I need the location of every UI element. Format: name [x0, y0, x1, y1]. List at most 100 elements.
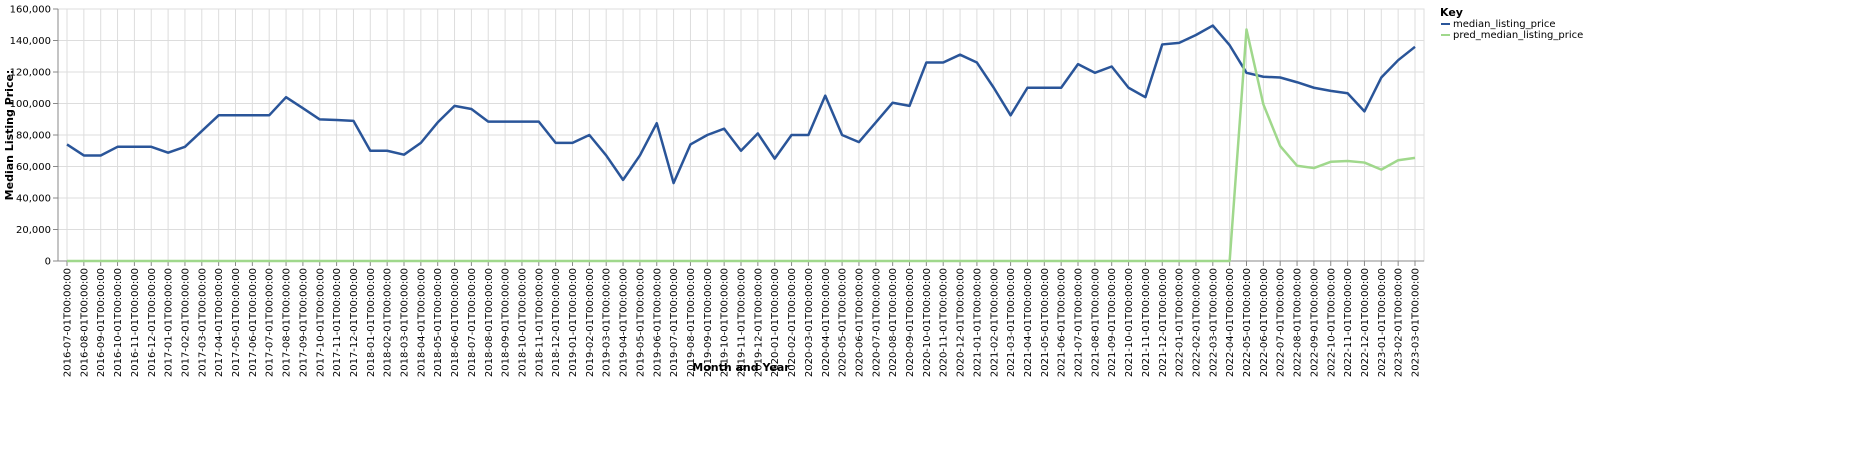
x-tick-label: 2022-06-01T00:00:00 [1259, 268, 1270, 377]
x-tick-label: 2019-05-01T00:00:00 [635, 268, 646, 377]
x-tick-label: 2016-12-01T00:00:00 [147, 268, 158, 377]
y-tick-label: 140,000 [10, 36, 51, 47]
x-tick-label: 2018-04-01T00:00:00 [416, 268, 427, 377]
x-tick-label: 2016-07-01T00:00:00 [63, 268, 74, 377]
legend-label-pred-median-listing-price: pred_median_listing_price [1453, 30, 1583, 41]
y-tick-label: 120,000 [10, 68, 51, 79]
x-tick-label: 2019-01-01T00:00:00 [568, 268, 579, 377]
x-tick-label: 2022-11-01T00:00:00 [1343, 268, 1354, 377]
x-tick-label: 2021-07-01T00:00:00 [1074, 268, 1085, 377]
x-tick-label: 2022-09-01T00:00:00 [1309, 268, 1320, 377]
x-tick-label: 2018-08-01T00:00:00 [484, 268, 495, 377]
x-tick-label: 2020-03-01T00:00:00 [804, 268, 815, 377]
x-axis-title: Month and Year [692, 361, 790, 374]
x-tick-label: 2017-11-01T00:00:00 [332, 268, 343, 377]
x-tick-label: 2017-12-01T00:00:00 [349, 268, 360, 377]
x-tick-label: 2019-11-01T00:00:00 [737, 268, 748, 377]
x-axis: 2016-07-01T00:00:00 2016-08-01T00:00:00 20… [58, 260, 1424, 377]
x-tick-label: 2022-02-01T00:00:00 [1191, 268, 1202, 377]
x-tick-label: 2017-08-01T00:00:00 [282, 268, 293, 377]
x-tick-label: 2018-10-01T00:00:00 [517, 268, 528, 377]
x-tick-label: 2018-02-01T00:00:00 [383, 268, 394, 377]
x-tick-label: 2020-04-01T00:00:00 [821, 268, 832, 377]
x-tick-label: 2017-01-01T00:00:00 [164, 268, 175, 377]
x-tick-label: 2021-09-01T00:00:00 [1107, 268, 1118, 377]
x-tick-label: 2017-06-01T00:00:00 [248, 268, 259, 377]
x-tick-label: 2021-05-01T00:00:00 [1040, 268, 1051, 377]
x-tick-label: 2020-06-01T00:00:00 [854, 268, 865, 377]
y-tick-label: 60,000 [16, 162, 51, 173]
x-tick-label: 2021-08-01T00:00:00 [1090, 268, 1101, 377]
x-tick-label: 2019-09-01T00:00:00 [703, 268, 714, 377]
x-tick-label: 2019-08-01T00:00:00 [686, 268, 697, 377]
x-grid [66, 9, 1416, 261]
x-tick-label: 2018-09-01T00:00:00 [501, 268, 512, 377]
x-tick-label: 2018-05-01T00:00:00 [433, 268, 444, 377]
x-tick-label: 2017-10-01T00:00:00 [315, 268, 326, 377]
x-tick-label: 2017-02-01T00:00:00 [180, 268, 191, 377]
x-tick-label: 2017-07-01T00:00:00 [265, 268, 276, 377]
x-tick-label: 2022-03-01T00:00:00 [1208, 268, 1219, 377]
x-tick-label: 2020-01-01T00:00:00 [770, 268, 781, 377]
x-tick-label: 2023-02-01T00:00:00 [1394, 268, 1405, 377]
x-tick-label: 2017-05-01T00:00:00 [231, 268, 242, 377]
x-tick-label: 2017-09-01T00:00:00 [298, 268, 309, 377]
x-tick-label: 2021-10-01T00:00:00 [1124, 268, 1135, 377]
x-tick-label: 2019-04-01T00:00:00 [619, 268, 630, 377]
x-tick-label: 2020-07-01T00:00:00 [871, 268, 882, 377]
series-lines [66, 24, 1416, 263]
x-tick-label: 2020-09-01T00:00:00 [905, 268, 916, 377]
x-tick-label: 2022-04-01T00:00:00 [1225, 268, 1236, 377]
x-tick-label: 2019-06-01T00:00:00 [652, 268, 663, 377]
x-tick-label: 2019-10-01T00:00:00 [720, 268, 731, 377]
x-tick-label: 2020-05-01T00:00:00 [838, 268, 849, 377]
x-tick-label: 2020-12-01T00:00:00 [956, 268, 967, 377]
x-tick-label: 2021-04-01T00:00:00 [1023, 268, 1034, 377]
x-tick-label: 2022-07-01T00:00:00 [1276, 268, 1287, 377]
x-tick-label: 2021-01-01T00:00:00 [972, 268, 983, 377]
x-tick-label: 2019-07-01T00:00:00 [669, 268, 680, 377]
x-tick-label: 2017-03-01T00:00:00 [197, 268, 208, 377]
x-tick-label: 2022-12-01T00:00:00 [1360, 268, 1371, 377]
legend-label-median-listing-price: median_listing_price [1453, 19, 1556, 30]
x-tick-label: 2022-01-01T00:00:00 [1175, 268, 1186, 377]
x-tick-label: 2016-11-01T00:00:00 [130, 268, 141, 377]
x-tick-label: 2020-02-01T00:00:00 [787, 268, 798, 377]
x-tick-label: 2016-09-01T00:00:00 [96, 268, 107, 377]
x-tick-label: 2018-07-01T00:00:00 [467, 268, 478, 377]
x-tick-label: 2021-06-01T00:00:00 [1057, 268, 1068, 377]
legend-title: Key [1440, 6, 1463, 19]
x-tick-label: 2019-02-01T00:00:00 [585, 268, 596, 377]
x-tick-label: 2021-12-01T00:00:00 [1158, 268, 1169, 377]
y-tick-label: 40,000 [16, 194, 51, 205]
x-tick-label: 2021-02-01T00:00:00 [989, 268, 1000, 377]
x-tick-label: 2019-12-01T00:00:00 [753, 268, 764, 377]
y-tick-label: 80,000 [16, 131, 51, 142]
y-tick-label: 20,000 [16, 225, 51, 236]
x-tick-label: 2016-10-01T00:00:00 [113, 268, 124, 377]
x-tick-label: 2021-11-01T00:00:00 [1141, 268, 1152, 377]
x-tick-label: 2018-11-01T00:00:00 [534, 268, 545, 377]
x-tick-label: 2022-10-01T00:00:00 [1326, 268, 1337, 377]
x-tick-label: 2020-08-01T00:00:00 [888, 268, 899, 377]
x-tick-label: 2018-01-01T00:00:00 [366, 268, 377, 377]
x-tick-label: 2021-03-01T00:00:00 [1006, 268, 1017, 377]
y-tick-label: 160,000 [10, 5, 51, 16]
x-tick-label: 2018-06-01T00:00:00 [450, 268, 461, 377]
x-tick-label: 2023-03-01T00:00:00 [1411, 268, 1422, 377]
x-tick-label: 2016-08-01T00:00:00 [79, 268, 90, 377]
y-axis-title: Median Listing Price: [3, 70, 16, 201]
x-tick-label: 2018-03-01T00:00:00 [400, 268, 411, 377]
x-tick-label: 2022-05-01T00:00:00 [1242, 268, 1253, 377]
x-tick-label: 2020-10-01T00:00:00 [922, 268, 933, 377]
y-axis: 0 20,000 40,000 60,000 80,000 100,000 120,000 1… [10, 5, 59, 268]
x-tick-label: 2018-12-01T00:00:00 [551, 268, 562, 377]
y-tick-label: 100,000 [10, 99, 51, 110]
y-tick-label: 0 [45, 257, 51, 268]
x-tick-label: 2019-03-01T00:00:00 [602, 268, 613, 377]
x-tick-label: 2017-04-01T00:00:00 [214, 268, 225, 377]
x-tick-label: 2022-08-01T00:00:00 [1293, 268, 1304, 377]
legend: Key median_listing_price pred_median_lis… [1440, 6, 1583, 41]
